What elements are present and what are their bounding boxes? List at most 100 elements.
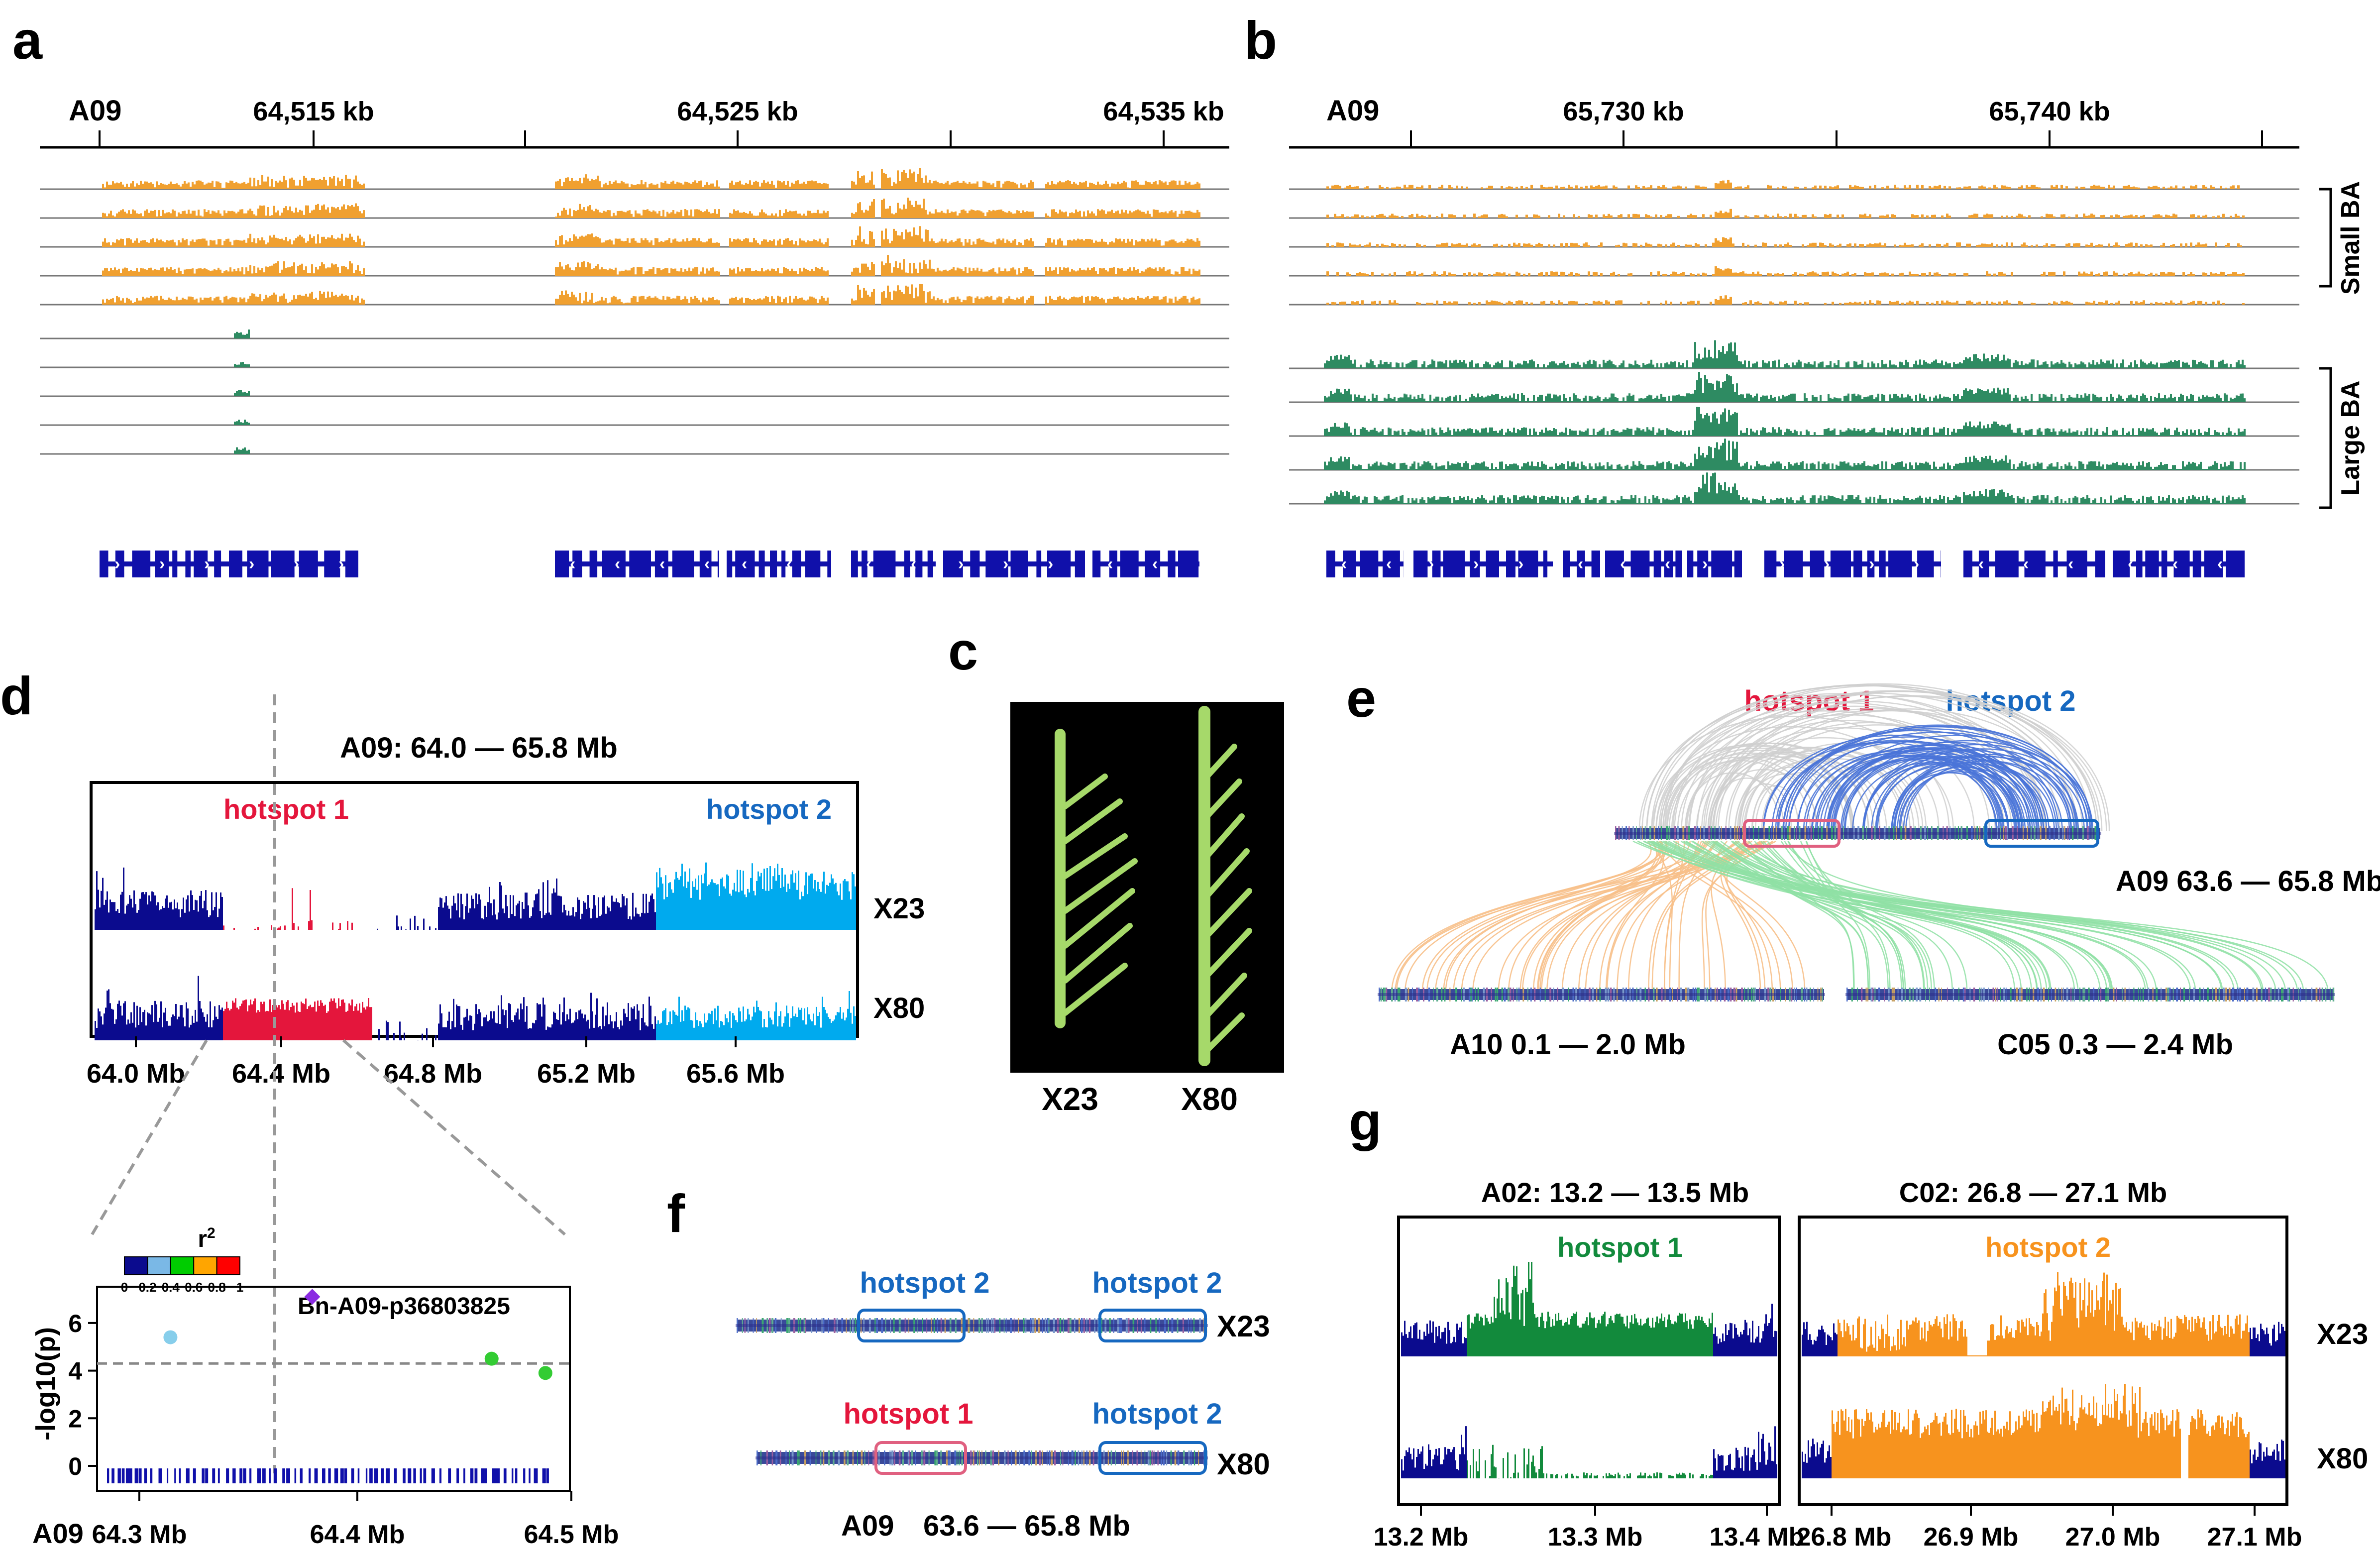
panel-c-letter: c bbox=[948, 621, 978, 681]
panel-e-main-chrom-label: A09 63.6 — 65.8 Mb bbox=[2116, 865, 2380, 897]
gene-exon bbox=[851, 551, 858, 577]
gene-exon bbox=[1764, 551, 1777, 577]
gene-strand-arrow: ‹ bbox=[911, 555, 916, 573]
panel-d-xtick: 64.8 Mb bbox=[384, 1059, 482, 1089]
panel-b: b A09 65,730 kb 65,740 kb ‹ ‹ › › › ‹ ‹ ‹ › › › › › ‹… bbox=[1244, 10, 2365, 577]
gene-exon bbox=[1784, 551, 1803, 577]
gene-exon bbox=[1543, 551, 1548, 577]
small-ba-coverage bbox=[102, 168, 1200, 189]
gene-strand-arrow: › bbox=[1702, 555, 1708, 573]
gene-strand-arrow: › bbox=[1779, 555, 1785, 573]
panel-b-tick-marks bbox=[1410, 130, 2263, 147]
gene-exon bbox=[1432, 551, 1441, 577]
gene-exon bbox=[172, 551, 178, 577]
regional-xtick: 64.4 Mb bbox=[310, 1520, 405, 1549]
synteny-link-orange bbox=[1539, 841, 1664, 994]
gene-strand-arrow: › bbox=[1428, 555, 1434, 573]
gene-strand-arrow: ‹ bbox=[2217, 555, 2223, 573]
panel-g-right-xtick: 26.8 Mb bbox=[1797, 1523, 1892, 1552]
regional-plot-chrom: A09 bbox=[32, 1518, 84, 1549]
seedling-label-x23: X23 bbox=[1042, 1081, 1098, 1117]
r2-color-legend: 0 0.2 0.4 0.6 0.8 1 bbox=[121, 1256, 243, 1295]
panel-g-right-xtick: 26.9 Mb bbox=[1924, 1523, 2019, 1552]
synteny-link-green bbox=[1788, 841, 2033, 994]
panel-d-title: A09: 64.0 — 65.8 Mb bbox=[340, 732, 618, 764]
panel-g-left-hotspot: hotspot 1 bbox=[1557, 1231, 1683, 1263]
r2-legend-title: r2 bbox=[198, 1225, 215, 1252]
gene-strand-arrow: ‹ bbox=[786, 555, 792, 573]
panel-g-left-frame bbox=[1397, 1216, 1781, 1506]
panel-d: d A09: 64.0 — 65.8 Mb hotspot 1 hotspot … bbox=[0, 666, 925, 1549]
panel-d-xtick: 64.0 Mb bbox=[87, 1059, 185, 1089]
panel-d-letter: d bbox=[0, 666, 33, 726]
panel-a-tick-label: 64,515 kb bbox=[253, 97, 374, 126]
r2-legend-tick: 1 bbox=[236, 1280, 243, 1295]
regional-ytick-label: 4 bbox=[68, 1357, 82, 1385]
panel-e-hotspot2-box bbox=[1984, 819, 2099, 848]
gene-exon bbox=[2136, 551, 2143, 577]
synteny-arc-blue bbox=[1871, 757, 2050, 832]
gene-exon bbox=[1917, 551, 1934, 577]
panel-e-letter: e bbox=[1346, 668, 1376, 728]
synteny-link-orange bbox=[1540, 840, 1765, 994]
panel-g-right-xtick: 27.1 Mb bbox=[2207, 1523, 2302, 1552]
panel-a-tick-label: 64,525 kb bbox=[677, 97, 798, 126]
small-ba-coverage bbox=[102, 255, 1200, 276]
panel-b-tick-label: 65,730 kb bbox=[1563, 97, 1684, 126]
gene-exon bbox=[1879, 551, 1886, 577]
gene-exon bbox=[100, 551, 108, 577]
panel-e: e hotspot 1 hotspot 2 A09 63.6 — 65.8 Mb… bbox=[1346, 668, 2380, 1061]
synteny-link-orange bbox=[1443, 841, 1677, 994]
panel-f-track-x80: X80 bbox=[1217, 1447, 1270, 1481]
small-ba-coverage bbox=[102, 226, 1200, 247]
synteny-arc-blue bbox=[1771, 730, 2059, 832]
gene-exon bbox=[214, 551, 221, 577]
gene-exon bbox=[1995, 551, 2019, 577]
synteny-arc-gray bbox=[1710, 737, 1940, 832]
density-bars-hotspot1 bbox=[223, 888, 353, 930]
gene-exon bbox=[1120, 551, 1139, 577]
gene-exon bbox=[970, 551, 980, 577]
synteny-arc-blue bbox=[1840, 753, 2035, 832]
panel-f-row1-hotspot-label: hotspot 2 bbox=[860, 1267, 990, 1299]
density-bars-hotspot1 bbox=[1467, 1262, 1713, 1356]
panel-f-chromosomes bbox=[736, 1318, 1208, 1465]
panel-a-coverage-tracks bbox=[40, 168, 1229, 455]
regional-ytick-label: 0 bbox=[68, 1452, 82, 1480]
gene-exon bbox=[770, 551, 777, 577]
panel-f-letter: f bbox=[667, 1183, 685, 1243]
gene-exon bbox=[1577, 551, 1585, 577]
gene-exon bbox=[345, 551, 358, 577]
chrom-center-line bbox=[1845, 993, 2335, 996]
gene-strand-arrow: › bbox=[294, 555, 299, 573]
gene-exon bbox=[927, 551, 933, 577]
synteny-link-orange bbox=[1605, 841, 1664, 994]
synteny-link-green bbox=[1805, 841, 1935, 994]
small-ba-bracket bbox=[2319, 188, 2332, 288]
synteny-link-orange bbox=[1537, 841, 1657, 994]
gene-exon bbox=[1178, 551, 1199, 577]
gene-exon bbox=[1830, 551, 1851, 577]
panel-f-range: 63.6 — 65.8 Mb bbox=[923, 1510, 1130, 1542]
panel-f-row1-hotspot2b-box bbox=[1098, 1309, 1207, 1342]
panel-e-right-chrom-label: C05 0.3 — 2.4 Mb bbox=[1997, 1028, 2233, 1061]
snp-point bbox=[538, 1366, 552, 1380]
panel-g-right-frame bbox=[1798, 1216, 2288, 1506]
synteny-arc-gray bbox=[1707, 752, 1881, 832]
seedling-x23-branches bbox=[1055, 729, 1138, 1028]
r2-legend-tick: 0.2 bbox=[138, 1280, 156, 1295]
panel-f-row1-hotspot-label: hotspot 2 bbox=[1092, 1267, 1222, 1299]
snp-point bbox=[484, 1351, 499, 1366]
gene-exon bbox=[229, 551, 242, 577]
synteny-link-orange bbox=[1660, 841, 1781, 994]
chrom-center-line bbox=[736, 1324, 1208, 1327]
panel-f-row2-hotspot-label: hotspot 2 bbox=[1092, 1398, 1222, 1430]
synteny-arc-gray bbox=[1646, 685, 2075, 832]
r2-legend-tick: 0.8 bbox=[208, 1280, 226, 1295]
r2-legend-swatch bbox=[193, 1256, 217, 1275]
gene-exon bbox=[805, 551, 821, 577]
gene-exon bbox=[2173, 551, 2190, 577]
seedling-label-x80: X80 bbox=[1181, 1081, 1238, 1117]
large-ba-coverage bbox=[1324, 472, 2246, 504]
gene-exon bbox=[1010, 551, 1028, 577]
